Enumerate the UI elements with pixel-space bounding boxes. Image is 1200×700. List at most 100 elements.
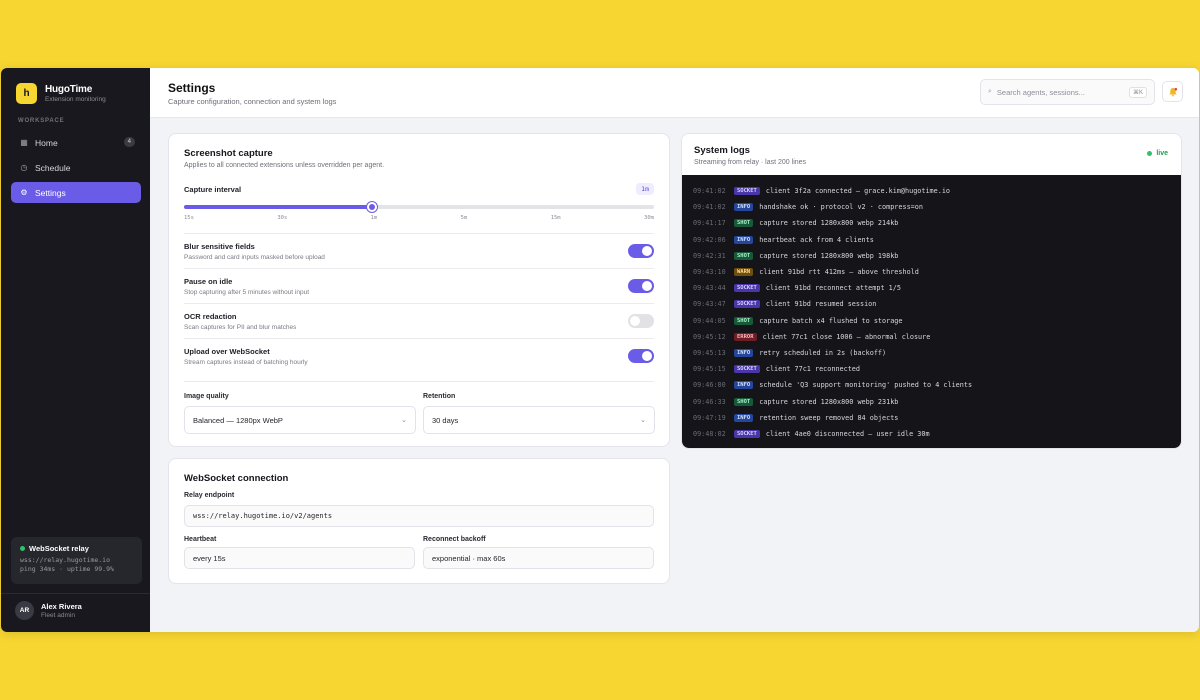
log-line: 09:48:02 SOCKET client 4ae0 disconnected —… — [693, 426, 1170, 442]
relay-endpoint-field[interactable]: wss://relay.hugotime.io/v2/agents — [184, 505, 654, 527]
log-line: 09:45:12 ERROR client 77c1 close 1006 — ab… — [693, 329, 1170, 345]
log-timestamp: 09:45:12 — [693, 332, 726, 341]
log-message: client 91bd rtt 412ms — above threshold — [759, 268, 919, 277]
screenshot-capture-card: Screenshot capture Applies to all connec… — [168, 133, 670, 447]
log-message: heartbeat ack from 4 clients — [759, 235, 874, 244]
setting-description: Password and card inputs masked before u… — [184, 253, 325, 261]
card-subtitle: Streaming from relay · last 200 lines — [694, 159, 807, 166]
slider-handle[interactable] — [367, 202, 377, 212]
retention-select[interactable]: 30 days ⌄ — [423, 406, 655, 434]
live-status: live — [1147, 150, 1168, 157]
setting-row-pause-idle: Pause on idle Stop capturing after 5 min… — [184, 268, 654, 303]
ocr-redaction-toggle[interactable] — [628, 314, 654, 328]
log-message: capture stored 1280x800 webp 198kb — [759, 251, 899, 260]
log-message: client 91bd reconnect attempt 1/5 — [765, 284, 901, 293]
search-icon: ⌕ — [988, 88, 992, 95]
upload-over-websocket-toggle[interactable] — [628, 349, 654, 363]
user-name: Alex Rivera — [41, 602, 82, 611]
sidebar-item-schedule[interactable]: ◷ Schedule — [11, 157, 141, 178]
shortcut-hint: ⌘K — [1128, 86, 1147, 98]
topbar: Settings Capture configuration, connecti… — [150, 68, 1199, 118]
log-timestamp: 09:42:31 — [693, 251, 726, 260]
search-box[interactable]: ⌕ ⌘K — [980, 79, 1155, 105]
chevron-down-icon: ⌄ — [401, 417, 407, 424]
log-level-badge: SHOT — [734, 316, 754, 325]
sidebar-item-home[interactable]: ▦ Home 4 — [11, 132, 141, 153]
log-level-badge: SOCKET — [734, 429, 760, 438]
log-timestamp: 09:45:13 — [693, 348, 726, 357]
log-timestamp: 09:41:02 — [693, 187, 726, 196]
log-message: handshake ok · protocol v2 · compress=on — [759, 203, 923, 212]
relay-title: WebSocket relay — [29, 544, 89, 553]
divider — [184, 381, 654, 382]
setting-title: Pause on idle — [184, 276, 233, 286]
log-timestamp: 09:44:05 — [693, 316, 726, 325]
log-line: 09:41:17 SHOT capture stored 1280x800 webp… — [693, 215, 1170, 231]
log-level-badge: INFO — [734, 203, 754, 212]
capture-interval-label: Capture interval — [184, 184, 242, 194]
live-label: live — [1156, 150, 1168, 157]
user-profile[interactable]: AR Alex Rivera Fleet admin — [15, 601, 82, 620]
blur-sensitive-fields-toggle[interactable] — [628, 244, 654, 258]
log-timestamp: 09:43:44 — [693, 284, 726, 293]
log-message: client 77c1 close 1006 — abnormal closur… — [762, 332, 931, 341]
slider-ticks: 15s 30s 1m 5m 15m 30m — [184, 215, 654, 221]
setting-row-blur: Blur sensitive fields Password and card … — [184, 233, 654, 268]
tick-label: 5m — [460, 215, 468, 221]
app-window: h HugoTime Extension monitoring WORKSPAC… — [1, 68, 1199, 632]
log-timestamp: 09:47:19 — [693, 413, 726, 422]
log-level-badge: SHOT — [734, 251, 754, 260]
sidebar-item-label: Settings — [35, 187, 66, 198]
brand[interactable]: h HugoTime Extension monitoring — [16, 83, 106, 104]
log-line: 09:43:44 SOCKET client 91bd reconnect atte… — [693, 280, 1170, 296]
clock-icon: ◷ — [20, 163, 28, 172]
tick-label: 30s — [277, 215, 288, 221]
log-line: 09:41:02 SOCKET client 3f2a connected — gr… — [693, 183, 1170, 199]
log-level-badge: ERROR — [734, 332, 757, 341]
tick-label: 30m — [644, 215, 654, 221]
log-line: 09:45:15 SOCKET client 77c1 reconnected — [693, 361, 1170, 377]
card-title: Screenshot capture — [184, 148, 273, 159]
log-timestamp: 09:45:15 — [693, 365, 726, 374]
log-line: 09:43:47 SOCKET client 91bd resumed sessio… — [693, 296, 1170, 312]
log-level-badge: SOCKET — [734, 300, 760, 309]
log-message: schedule 'Q3 support monitoring' pushed … — [759, 381, 973, 390]
image-quality-select[interactable]: Balanced — 1280px WebP ⌄ — [184, 406, 416, 434]
status-dot-icon — [1147, 151, 1153, 156]
capture-interval-slider[interactable] — [184, 202, 654, 212]
gear-icon: ⚙ — [20, 188, 28, 197]
chevron-down-icon: ⌄ — [640, 417, 646, 424]
notifications-button[interactable] — [1162, 81, 1183, 102]
workspace-section-label: WORKSPACE — [18, 118, 65, 124]
log-line: 09:42:06 INFO heartbeat ack from 4 clients — [693, 232, 1170, 248]
card-title: System logs — [694, 145, 750, 156]
image-quality-group: Image quality Balanced — 1280px WebP ⌄ — [184, 393, 416, 434]
setting-title: OCR redaction — [184, 311, 237, 321]
avatar: AR — [15, 601, 34, 620]
heartbeat-field[interactable]: every 15s — [184, 547, 415, 569]
setting-description: Stop capturing after 5 minutes without i… — [184, 288, 310, 296]
select-value: 30 days — [432, 415, 459, 425]
log-console[interactable]: 09:41:02 SOCKET client 3f2a connected — gr… — [682, 175, 1181, 448]
log-message: client 3f2a connected — grace.kim@hugoti… — [765, 187, 951, 196]
card-subtitle: Applies to all connected extensions unle… — [184, 162, 385, 169]
tick-label: 15m — [550, 215, 561, 221]
log-timestamp: 09:42:06 — [693, 235, 726, 244]
capture-interval-value: 1m — [636, 183, 654, 195]
slider-fill — [184, 205, 372, 209]
tick-label: 15s — [184, 215, 194, 221]
setting-description: Stream captures instead of batching hour… — [184, 358, 308, 366]
relay-stats: ping 34ms · uptime 99.9% — [20, 565, 114, 574]
reconnect-backoff-field[interactable]: exponential · max 60s — [423, 547, 654, 569]
sidebar-divider — [1, 593, 150, 594]
websocket-connection-card: WebSocket connection Relay endpoint wss:… — [168, 458, 670, 584]
log-level-badge: SOCKET — [734, 187, 760, 196]
log-level-badge: SHOT — [734, 397, 754, 406]
pause-on-idle-toggle[interactable] — [628, 279, 654, 293]
search-input[interactable] — [996, 87, 1129, 97]
log-timestamp: 09:46:33 — [693, 397, 726, 406]
log-timestamp: 09:41:02 — [693, 203, 726, 212]
retention-group: Retention 30 days ⌄ — [423, 393, 655, 434]
log-line: 09:42:31 SHOT capture stored 1280x800 webp… — [693, 248, 1170, 264]
sidebar-item-settings[interactable]: ⚙ Settings — [11, 182, 141, 203]
